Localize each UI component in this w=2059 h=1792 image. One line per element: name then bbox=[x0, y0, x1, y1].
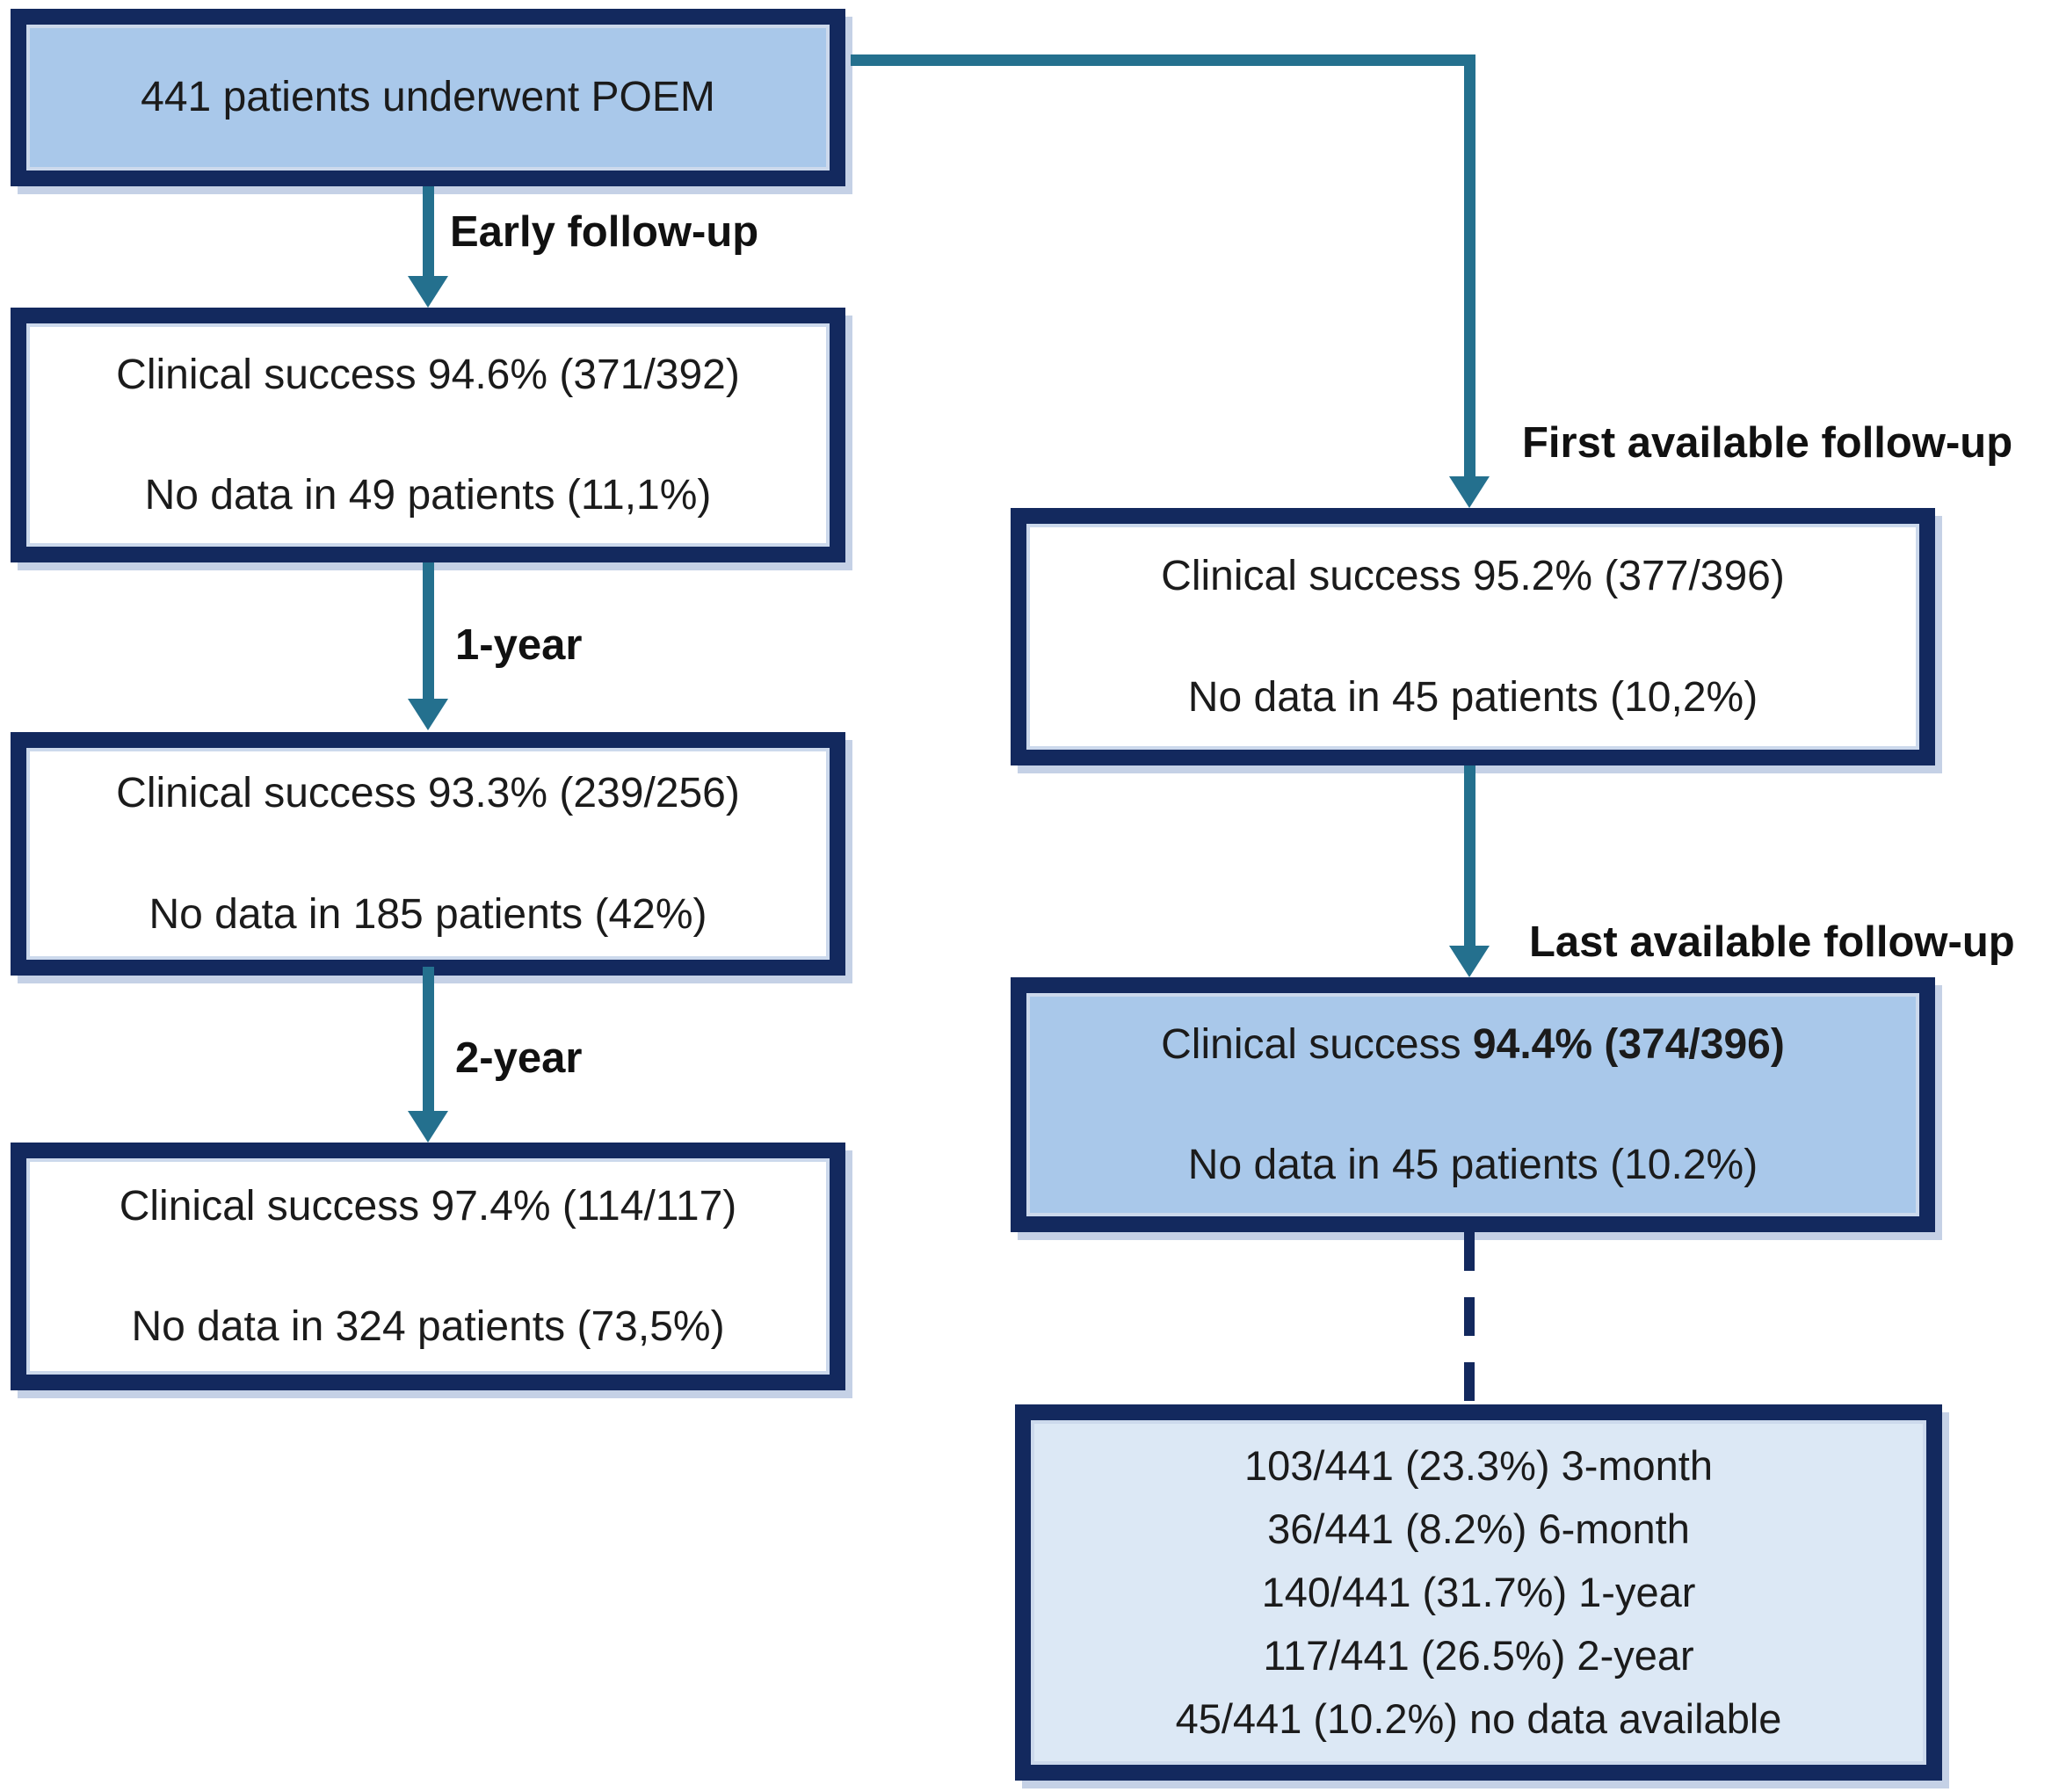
box-early-line1: Clinical success 94.6% (371/392) bbox=[116, 351, 740, 398]
box-last-line1-bold-value: 94.4% (374/396) bbox=[1472, 1020, 1785, 1068]
box-last-available-followup: Clinical success 94.4% (374/396) No data… bbox=[1011, 977, 1935, 1232]
box-1year-line2: No data in 185 patients (42%) bbox=[149, 890, 707, 938]
breakdown-line-6month: 36/441 (8.2%) 6-month bbox=[1267, 1505, 1690, 1552]
label-first-available-followup: First available follow-up bbox=[1522, 419, 2013, 467]
arrow-first-followup-line bbox=[1464, 54, 1475, 478]
arrow-2year-line bbox=[423, 967, 434, 1113]
breakdown-line-1year: 140/441 (31.7%) 1-year bbox=[1261, 1569, 1696, 1615]
box-early-followup: Clinical success 94.6% (371/392) No data… bbox=[11, 308, 845, 562]
root-box-patients-underwent-poem: 441 patients underwent POEM bbox=[11, 9, 845, 186]
arrow-1year-line bbox=[423, 562, 434, 701]
box-early-line2: No data in 49 patients (11,1%) bbox=[144, 472, 712, 519]
box-first-line1: Clinical success 95.2% (377/396) bbox=[1161, 553, 1785, 600]
box-first-available-followup: Clinical success 95.2% (377/396) No data… bbox=[1011, 508, 1935, 765]
box-1year: Clinical success 93.3% (239/256) No data… bbox=[11, 732, 845, 976]
box-last-line2: No data in 45 patients (10.2%) bbox=[1187, 1142, 1758, 1188]
arrow-early-followup-head bbox=[408, 276, 448, 308]
elbow-connector-horizontal bbox=[851, 54, 1469, 66]
box-2year-line1: Clinical success 97.4% (114/117) bbox=[119, 1182, 737, 1230]
label-early-followup: Early follow-up bbox=[450, 208, 759, 256]
box-last-line1-prefix: Clinical success bbox=[1161, 1020, 1473, 1068]
breakdown-line-2year: 117/441 (26.5%) 2-year bbox=[1263, 1632, 1694, 1679]
box-first-line2: No data in 45 patients (10,2%) bbox=[1187, 673, 1758, 721]
arrow-early-followup-line bbox=[423, 186, 434, 279]
box-2year: Clinical success 97.4% (114/117) No data… bbox=[11, 1143, 845, 1390]
arrow-first-followup-head bbox=[1449, 476, 1490, 508]
label-1year: 1-year bbox=[455, 621, 583, 669]
arrow-2year-head bbox=[408, 1111, 448, 1143]
label-last-available-followup: Last available follow-up bbox=[1529, 918, 2015, 966]
box-1year-line1: Clinical success 93.3% (239/256) bbox=[116, 770, 740, 817]
root-box-text: 441 patients underwent POEM bbox=[141, 74, 715, 121]
box-2year-line2: No data in 324 patients (73,5%) bbox=[131, 1303, 725, 1350]
arrow-1year-head bbox=[408, 699, 448, 730]
box-last-line1: Clinical success 94.4% (374/396) bbox=[1161, 1020, 1785, 1069]
arrow-last-followup-line bbox=[1464, 765, 1475, 946]
breakdown-line-3month: 103/441 (23.3%) 3-month bbox=[1244, 1442, 1713, 1489]
box-followup-breakdown: 103/441 (23.3%) 3-month 36/441 (8.2%) 6-… bbox=[1015, 1404, 1942, 1781]
arrow-last-followup-head bbox=[1449, 946, 1490, 977]
label-2year: 2-year bbox=[455, 1034, 583, 1082]
dashed-connector bbox=[1464, 1232, 1475, 1404]
breakdown-line-nodata: 45/441 (10.2%) no data available bbox=[1175, 1695, 1782, 1742]
